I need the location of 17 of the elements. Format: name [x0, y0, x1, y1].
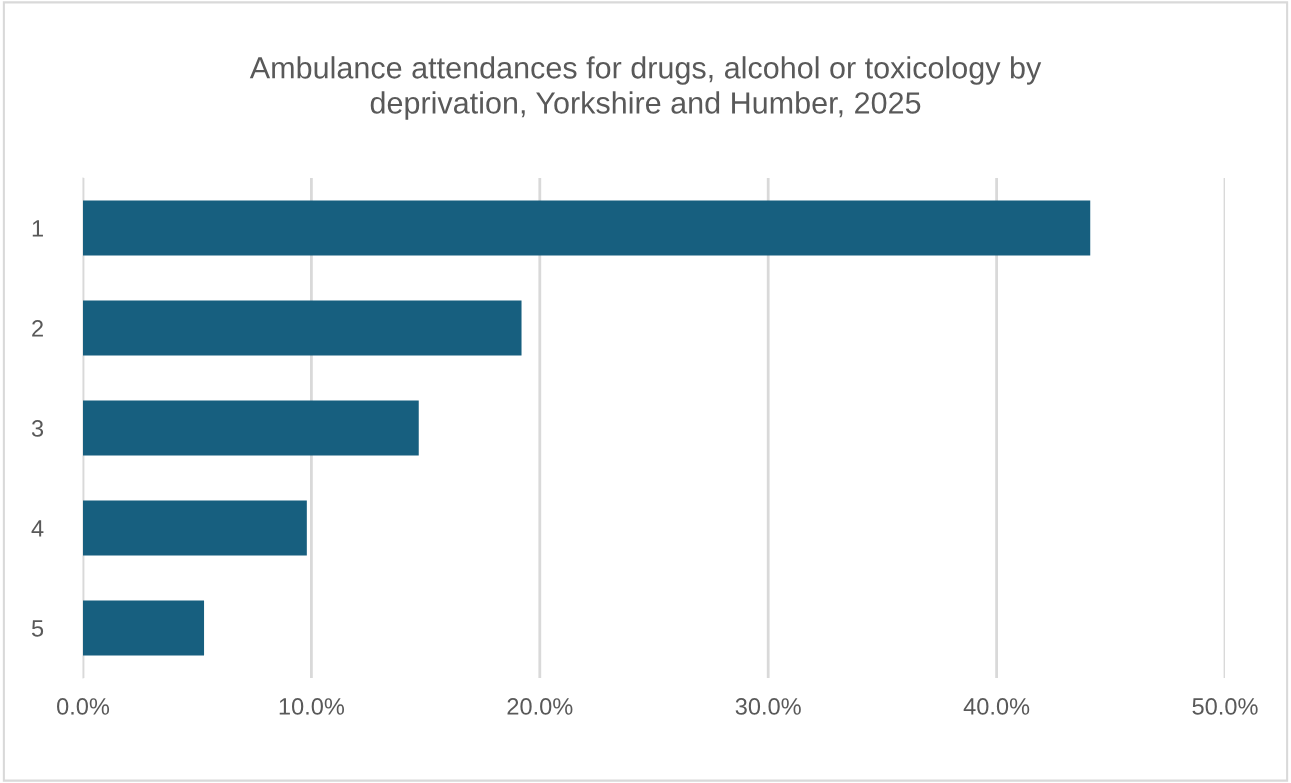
y-tick-label: 3	[31, 420, 44, 437]
chart-title: Ambulance attendances for drugs, alcohol or toxicology by deprivation, Yorkshire and Humber, 2025	[249, 56, 1042, 120]
bar	[83, 500, 307, 556]
bar	[83, 200, 1091, 256]
x-tick-label: 0.0%	[57, 698, 110, 715]
x-tick-label: 30.0%	[735, 698, 801, 715]
x-tick-label: 50.0%	[1192, 698, 1258, 715]
x-tick-label: 20.0%	[507, 698, 573, 715]
bar	[83, 300, 522, 356]
x-tick-label: 40.0%	[963, 698, 1030, 715]
y-tick-label: 1	[32, 220, 43, 237]
bar	[83, 600, 205, 656]
bar	[83, 400, 419, 456]
y-tick-label: 2	[32, 320, 43, 337]
y-tick-label: 4	[31, 520, 44, 537]
y-tick-label: 5	[31, 620, 44, 637]
x-tick-label: 10.0%	[279, 698, 345, 715]
